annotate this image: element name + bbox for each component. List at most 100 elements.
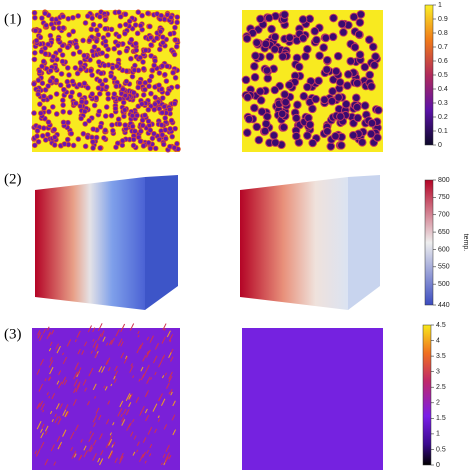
particle xyxy=(39,63,45,70)
particle xyxy=(108,112,115,119)
particle xyxy=(74,70,81,77)
particle xyxy=(53,77,60,84)
streak xyxy=(154,342,159,350)
particle xyxy=(137,138,144,145)
streak xyxy=(46,392,49,396)
particle xyxy=(355,18,365,27)
particle xyxy=(157,28,164,35)
particle xyxy=(145,118,152,125)
particle xyxy=(265,52,275,61)
particle xyxy=(140,65,147,72)
streak xyxy=(95,343,99,349)
streak xyxy=(152,355,158,364)
particle xyxy=(161,103,168,110)
particle xyxy=(96,108,103,115)
streak xyxy=(154,371,157,376)
particle xyxy=(111,45,118,52)
particle xyxy=(42,45,48,51)
particle xyxy=(85,85,91,91)
particle xyxy=(89,15,95,21)
particle xyxy=(41,105,47,112)
streak xyxy=(57,441,63,450)
streak xyxy=(120,341,124,347)
particle xyxy=(242,128,252,137)
particle xyxy=(42,87,49,93)
particle xyxy=(158,86,165,92)
streak xyxy=(164,372,167,376)
particle xyxy=(354,30,364,39)
streak xyxy=(160,398,166,406)
particle xyxy=(76,49,83,55)
streak xyxy=(101,330,105,335)
particle xyxy=(339,28,348,37)
streak xyxy=(102,336,106,342)
streak xyxy=(58,416,61,419)
particle xyxy=(130,89,137,96)
streak xyxy=(87,325,92,333)
particle xyxy=(303,131,312,140)
streak xyxy=(169,388,173,394)
particle xyxy=(115,116,122,123)
particle xyxy=(292,131,301,141)
particle xyxy=(162,115,169,121)
streak xyxy=(48,395,51,399)
particle xyxy=(133,40,139,47)
particle xyxy=(243,93,252,102)
particle xyxy=(130,136,137,143)
particle xyxy=(370,60,379,70)
streak xyxy=(119,455,124,464)
particle xyxy=(42,51,49,57)
streak xyxy=(39,334,44,342)
tick-label: 4 xyxy=(436,337,440,344)
streak xyxy=(146,350,149,355)
tick-label: 1 xyxy=(436,431,440,438)
particle xyxy=(315,51,324,60)
particle xyxy=(331,131,340,141)
row-label: (2) xyxy=(4,171,22,187)
cube-face xyxy=(35,177,145,310)
particle xyxy=(329,13,338,23)
particle xyxy=(301,52,310,61)
particle xyxy=(103,53,110,59)
streak xyxy=(73,453,77,458)
particle xyxy=(70,51,77,57)
streak xyxy=(56,380,60,385)
particle xyxy=(260,126,270,136)
particle xyxy=(132,128,138,135)
streak xyxy=(113,375,116,380)
streak xyxy=(81,350,85,355)
particle xyxy=(271,138,280,147)
streak xyxy=(128,394,132,400)
streak xyxy=(109,435,113,440)
streak xyxy=(90,350,94,354)
particle xyxy=(352,78,362,88)
particle xyxy=(152,94,159,101)
cube-face xyxy=(240,177,348,310)
streak xyxy=(89,431,92,434)
particle xyxy=(174,83,181,90)
streak xyxy=(125,409,130,416)
particle xyxy=(244,114,254,124)
streak xyxy=(103,385,106,389)
particle xyxy=(151,62,157,69)
particle xyxy=(352,102,362,112)
particle xyxy=(39,80,46,86)
streak xyxy=(142,354,147,362)
particle xyxy=(66,72,72,78)
tick-label: 500 xyxy=(438,281,450,288)
particle xyxy=(320,95,329,105)
streak xyxy=(125,393,131,402)
streak xyxy=(57,418,62,425)
particle xyxy=(78,115,84,122)
particle xyxy=(280,10,289,19)
particle xyxy=(322,55,332,65)
tick-label: 550 xyxy=(438,264,450,271)
particle xyxy=(88,67,94,74)
streak xyxy=(37,330,41,336)
particle xyxy=(261,39,271,49)
particle xyxy=(129,123,136,130)
particle xyxy=(368,42,378,52)
streak xyxy=(107,366,111,372)
particle xyxy=(128,36,135,43)
particle xyxy=(37,34,44,41)
